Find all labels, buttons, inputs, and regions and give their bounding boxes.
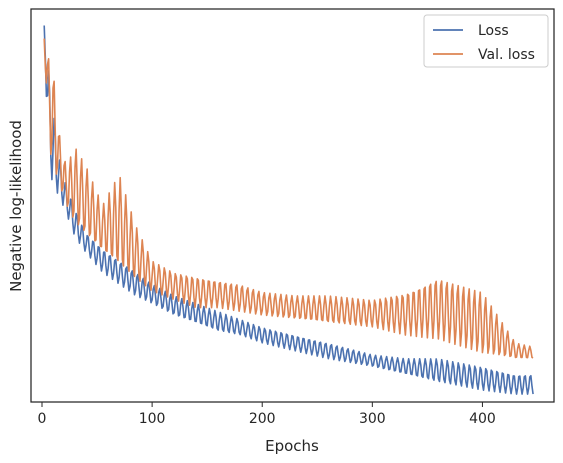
legend-label-val-loss: Val. loss: [478, 47, 535, 63]
legend-label-loss: Loss: [478, 23, 509, 39]
x-axis-label: Epochs: [265, 437, 319, 455]
x-ticks: 0 100 200 300 400: [38, 402, 496, 427]
x-tick-label-0: 0: [38, 411, 47, 427]
plot-frame: [30, 8, 555, 403]
legend: Loss Val. loss: [423, 14, 549, 68]
series-line-loss: [43, 25, 534, 395]
x-tick-label-300: 300: [359, 411, 386, 427]
series-line-val-loss: [43, 38, 534, 359]
x-tick-label-100: 100: [139, 411, 166, 427]
y-axis-label: Negative log-likelihood: [7, 120, 25, 292]
series-layer: [43, 25, 534, 395]
x-tick-label-400: 400: [469, 411, 496, 427]
x-tick-label-200: 200: [249, 411, 276, 427]
